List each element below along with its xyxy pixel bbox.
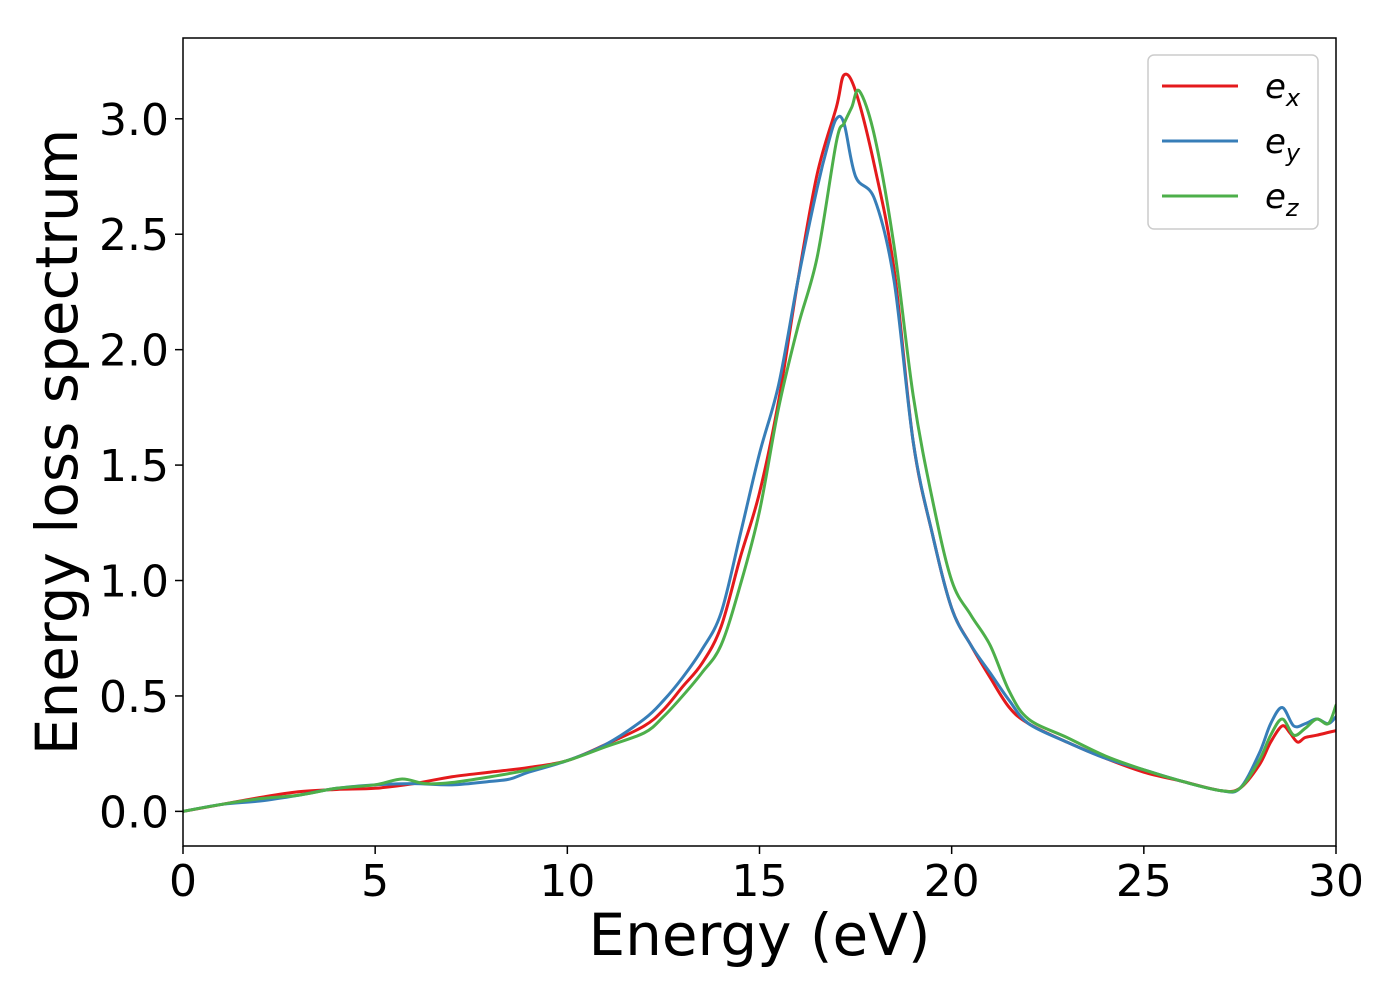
legend-label-subscript: z [1285,194,1300,222]
y-tick-label: 0.0 [99,787,169,838]
x-tick-label: 0 [169,856,197,907]
y-tick-label: 3.0 [99,95,169,146]
x-tick-label: 5 [361,856,389,907]
series-layer [183,72,1336,813]
legend-label-y: ey [1265,122,1301,167]
legend-label-base: e [1265,122,1286,162]
x-tick-label: 10 [539,856,595,907]
legend-label-z: ez [1265,177,1300,222]
legend-label-x: ex [1265,67,1301,112]
y-axis-title: Energy loss spectrum [23,129,91,755]
x-tick-label: 20 [924,856,980,907]
y-tick-label: 1.0 [99,557,169,608]
series-line-z [183,88,1336,813]
legend-label-base: e [1265,177,1286,217]
x-tick-label: 15 [732,856,788,907]
x-tick-label: 25 [1116,856,1172,907]
y-tick-label: 2.0 [99,326,169,377]
y-tick-label: 1.5 [99,441,169,492]
x-tick-label: 30 [1308,856,1364,907]
x-axis-ticks: 0 5 10 15 20 25 30 [169,846,1364,907]
legend-label-base: e [1265,67,1286,107]
y-tick-label: 0.5 [99,672,169,723]
y-axis-ticks: 0.0 0.5 1.0 1.5 2.0 2.5 3.0 [99,95,183,838]
legend-label-subscript: y [1285,139,1301,167]
x-axis-title: Energy (eV) [588,901,930,969]
legend-label-subscript: x [1285,84,1301,112]
y-tick-label: 2.5 [99,210,169,261]
